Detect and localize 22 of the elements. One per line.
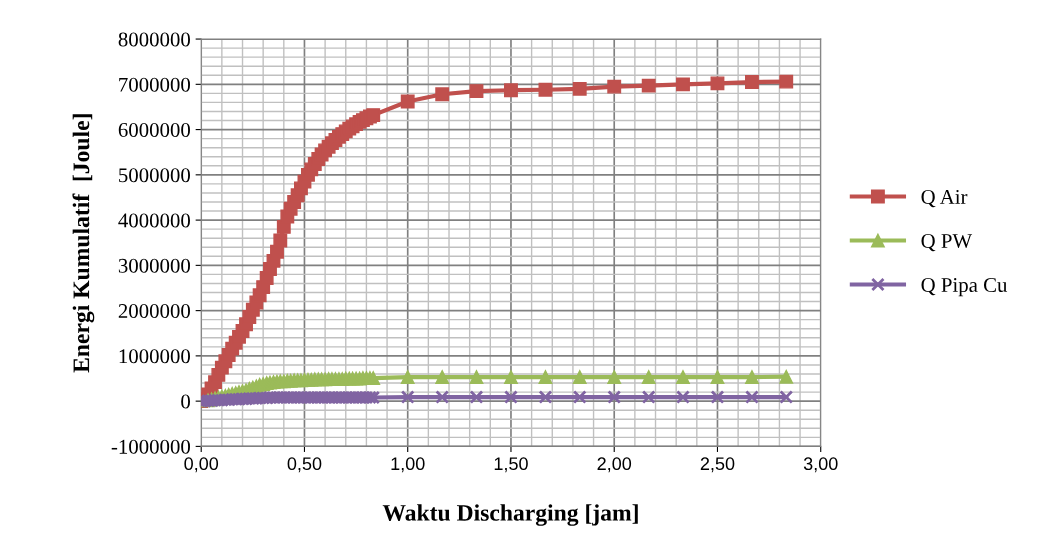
legend-label: Q PW (921, 234, 973, 252)
legend-label: Q Pipa Cu (921, 278, 1008, 297)
y-tick-label: 4000000 (118, 213, 190, 228)
y-tick-label: 8000000 (118, 32, 190, 47)
y-tick-label: 6000000 (118, 122, 190, 138)
x-tick-label: 2,00 (597, 457, 632, 473)
y-axis-title: Energi Kumulatif [Joule] (72, 114, 95, 373)
legend-label: Q Air (921, 189, 968, 208)
y-tick-label: -1000000 (111, 439, 190, 454)
x-axis-title: Waktu Discharging [jam] (382, 504, 638, 526)
y-tick-label: 3000000 (118, 258, 190, 273)
x-tick-label: 2,50 (700, 457, 735, 473)
x-tick-label: 3,00 (803, 457, 838, 473)
x-tick-label: 0,50 (287, 457, 322, 473)
y-tick-label: 7000000 (119, 77, 190, 92)
y-tick-label: 0 (181, 394, 190, 409)
x-tick-label: 1,50 (494, 457, 528, 473)
x-tick-label: 1,00 (391, 457, 425, 473)
y-tick-label: 1000000 (119, 349, 190, 364)
y-tick-label: 2000000 (118, 303, 190, 319)
x-tick-label: 0,00 (184, 457, 219, 473)
y-tick-label: 5000000 (119, 168, 190, 183)
